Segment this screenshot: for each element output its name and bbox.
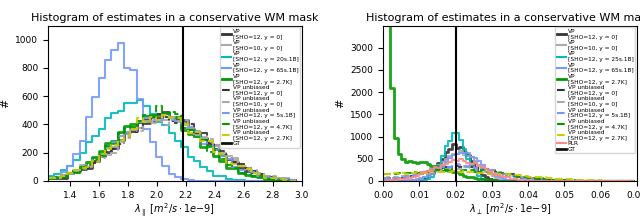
Title: Histogram of estimates in a conservative WM mask: Histogram of estimates in a conservative… [31,13,319,23]
Title: Histogram of estimates in a conservative WM mask: Histogram of estimates in a conservative… [366,13,640,23]
Y-axis label: #: # [0,99,10,108]
X-axis label: $\lambda_\parallel$ [$m^2/s\cdot 1e{-9}$]: $\lambda_\parallel$ [$m^2/s\cdot 1e{-9}$… [134,201,216,219]
X-axis label: $\lambda_\perp$ [$m^2/s\cdot 1e{-9}$]: $\lambda_\perp$ [$m^2/s\cdot 1e{-9}$] [468,201,551,217]
Legend: VP
[SHO=12, y = 0], VP
[SHO=10, y = 0], VP
[SHO=12, y = 25s.1B], VP
[SHO=12, y =: VP [SHO=12, y = 0], VP [SHO=10, y = 0], … [555,27,635,153]
Legend: VP
[SHO=12, y = 0], VP
[SHO=10, y = 0], VP
[SHO=12, y = 20s.1B], VP
[SHO=12, y =: VP [SHO=12, y = 0], VP [SHO=10, y = 0], … [220,27,300,148]
Y-axis label: #: # [335,99,345,108]
